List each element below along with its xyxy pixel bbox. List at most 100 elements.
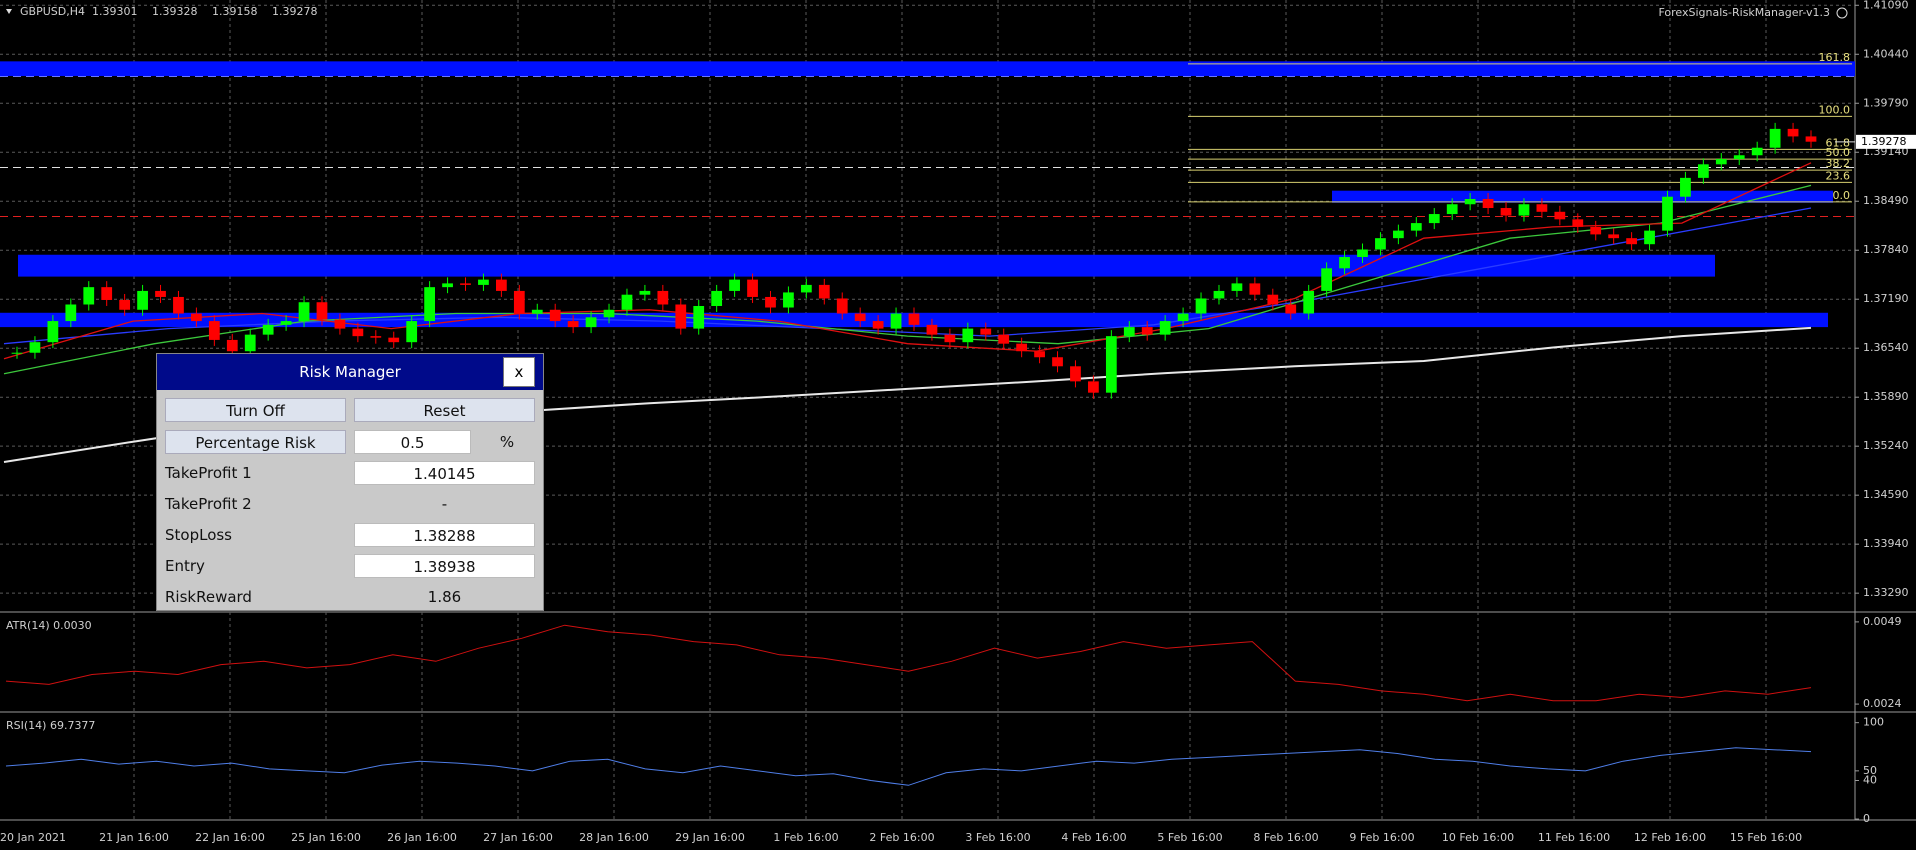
y-tick-label: 1.34590 xyxy=(1863,488,1909,501)
candle-body xyxy=(513,290,525,314)
sl-value[interactable]: 1.38288 xyxy=(354,523,535,547)
indicator-title: ATR(14) 0.0030 xyxy=(6,619,92,632)
x-tick-label: 25 Jan 16:00 xyxy=(291,831,361,844)
candle-body xyxy=(1088,381,1099,393)
zone xyxy=(1332,190,1833,203)
candle-body xyxy=(962,328,974,343)
x-tick-label: 22 Jan 16:00 xyxy=(195,831,265,844)
candle-body xyxy=(1554,211,1566,220)
close-button[interactable]: x xyxy=(503,357,535,387)
candle-body xyxy=(29,342,41,353)
symbol: GBPUSD,H4 xyxy=(20,5,85,18)
candle-body xyxy=(244,334,256,352)
y-tick-label: 0.0024 xyxy=(1863,697,1902,710)
candle-body xyxy=(765,296,776,308)
y-tick-label: 0.0049 xyxy=(1863,615,1902,628)
candle-body xyxy=(1267,294,1279,305)
indicator-title: RSI(14) 69.7377 xyxy=(6,719,95,732)
bid-label: 1.39278 xyxy=(1861,135,1907,148)
candle-body xyxy=(11,352,23,354)
candle-body xyxy=(83,287,95,305)
x-tick-label: 11 Feb 16:00 xyxy=(1538,831,1610,844)
candle-body xyxy=(1321,268,1333,291)
candle-body xyxy=(1141,327,1153,335)
candle-body xyxy=(1285,304,1297,314)
candle-body xyxy=(460,283,471,285)
candle-body xyxy=(226,339,238,352)
candle-body xyxy=(908,313,920,325)
rr-value: 1.86 xyxy=(427,588,462,606)
candle-body xyxy=(1123,327,1135,337)
candle-body xyxy=(1195,298,1207,314)
candle-body xyxy=(1805,136,1817,142)
fib-label: 50.0 xyxy=(1826,146,1851,159)
indicator-name: ForexSignals-RiskManager-v1.3 xyxy=(1658,6,1830,19)
y-tick-label: 1.33940 xyxy=(1863,537,1909,550)
candle-body xyxy=(639,290,651,295)
y-tick-label: 1.35890 xyxy=(1863,390,1909,403)
candle-body xyxy=(1339,257,1350,269)
candle-body xyxy=(137,290,148,310)
ohlc-value: 1.39278 xyxy=(272,5,318,18)
candle-body xyxy=(65,304,77,322)
entry-value[interactable]: 1.38938 xyxy=(354,554,535,578)
candle-body xyxy=(603,309,615,318)
candle-body xyxy=(1105,336,1117,393)
reset-button[interactable]: Reset xyxy=(354,398,535,422)
moving-average xyxy=(3,184,1812,375)
y-tick-label: 1.37840 xyxy=(1863,243,1909,256)
tp1-value[interactable]: 1.40145 xyxy=(354,461,535,485)
percent-unit: % xyxy=(499,433,515,451)
ohlc-value: 1.39158 xyxy=(212,5,258,18)
turn-off-button[interactable]: Turn Off xyxy=(165,398,346,422)
candle-body xyxy=(944,334,956,343)
candle-body xyxy=(1428,214,1440,224)
candle-body xyxy=(1034,351,1045,358)
percentage-risk-button[interactable]: Percentage Risk xyxy=(165,430,346,454)
x-tick-label: 20 Jan 2021 xyxy=(0,831,66,844)
candle-body xyxy=(262,324,274,335)
percentage-input[interactable]: 0.5 xyxy=(354,430,471,454)
y-tick-label: 50 xyxy=(1863,764,1877,777)
candle-body xyxy=(1249,283,1261,295)
candle-body xyxy=(693,306,705,329)
x-tick-label: 8 Feb 16:00 xyxy=(1253,831,1318,844)
x-tick-label: 2 Feb 16:00 xyxy=(869,831,934,844)
candle-body xyxy=(1751,147,1763,156)
candle-body xyxy=(1159,321,1171,335)
zone xyxy=(0,61,1855,77)
x-tick-label: 9 Feb 16:00 xyxy=(1349,831,1414,844)
candle-body xyxy=(495,279,507,291)
candle-body xyxy=(747,279,758,297)
fib-label: 161.8 xyxy=(1819,51,1851,64)
y-tick-label: 100 xyxy=(1863,716,1884,729)
candle-body xyxy=(1070,366,1081,382)
candle-body xyxy=(1482,198,1494,209)
candle-body xyxy=(1052,357,1063,367)
menu-arrow xyxy=(6,9,12,14)
candle-body xyxy=(585,317,597,328)
fib-label: 38.2 xyxy=(1826,157,1851,170)
candle-body xyxy=(101,287,113,300)
candle-body xyxy=(388,337,400,343)
candle-body xyxy=(1392,230,1404,239)
y-tick-label: 1.40440 xyxy=(1863,47,1909,60)
candle-body xyxy=(1177,313,1189,322)
y-tick-label: 1.35240 xyxy=(1863,439,1909,452)
candle-body xyxy=(1590,226,1602,235)
x-tick-label: 27 Jan 16:00 xyxy=(483,831,553,844)
candle-body xyxy=(1500,208,1512,216)
candle-body xyxy=(567,321,579,328)
y-tick-label: 1.33290 xyxy=(1863,586,1909,599)
y-tick-label: 1.37190 xyxy=(1863,292,1909,305)
candle-body xyxy=(549,309,561,322)
candle-body xyxy=(1213,290,1225,299)
candle-body xyxy=(119,299,131,310)
candle-body xyxy=(155,290,166,297)
x-tick-label: 21 Jan 16:00 xyxy=(99,831,169,844)
candle-body xyxy=(1769,128,1781,148)
candle-body xyxy=(1518,204,1530,216)
y-tick-label: 1.39790 xyxy=(1863,96,1909,109)
candle-body xyxy=(783,292,794,308)
